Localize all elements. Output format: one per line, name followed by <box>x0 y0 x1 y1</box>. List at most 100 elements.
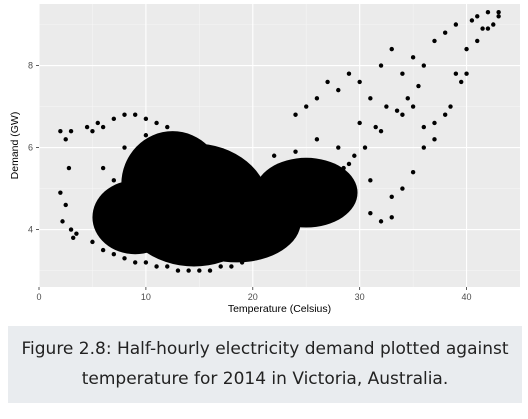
data-point <box>122 256 127 261</box>
figure-caption: Figure 2.8: Half-hourly electricity dema… <box>21 339 509 389</box>
data-point <box>485 26 491 31</box>
data-point <box>165 124 170 130</box>
data-point <box>90 128 95 134</box>
data-point <box>304 186 309 191</box>
data-point <box>475 38 480 44</box>
data-point <box>197 268 202 273</box>
y-axis-title: Demand (GW) <box>9 112 21 180</box>
data-point <box>100 247 106 253</box>
data-point <box>421 145 426 150</box>
data-point <box>496 10 501 15</box>
data-point <box>293 112 298 117</box>
data-point <box>165 264 170 269</box>
data-point <box>459 79 464 85</box>
data-point <box>410 169 416 175</box>
data-point <box>496 14 501 19</box>
data-point <box>154 264 159 269</box>
data-point <box>378 128 384 134</box>
data-point <box>405 96 410 101</box>
data-point <box>453 71 459 76</box>
data-point <box>362 145 368 150</box>
data-point <box>197 227 202 232</box>
data-point <box>400 71 405 76</box>
data-point <box>175 137 181 142</box>
data-point <box>389 46 394 52</box>
data-point <box>122 145 127 150</box>
data-point <box>111 251 117 257</box>
data-point <box>373 124 378 130</box>
data-point <box>432 38 437 44</box>
data-point <box>186 178 191 183</box>
data-point <box>352 153 357 158</box>
y-tick-label: 4 <box>28 225 33 235</box>
data-point <box>491 22 496 27</box>
data-point <box>63 202 68 208</box>
data-point <box>133 112 138 117</box>
data-point <box>197 165 202 171</box>
data-point <box>394 108 400 113</box>
data-point <box>442 112 448 117</box>
data-point <box>229 161 234 167</box>
data-point <box>63 137 68 142</box>
data-point <box>453 22 459 27</box>
data-point <box>197 202 202 208</box>
data-point <box>410 55 416 60</box>
point-cloud-4 <box>92 180 178 255</box>
data-point <box>389 215 394 220</box>
data-point <box>261 206 266 212</box>
data-point <box>90 239 95 245</box>
data-point <box>133 186 138 191</box>
data-point <box>250 178 255 183</box>
data-point <box>325 169 330 175</box>
data-point <box>71 235 76 240</box>
data-point <box>68 128 74 134</box>
data-point <box>68 227 74 232</box>
data-point <box>442 30 448 35</box>
data-point <box>84 124 90 130</box>
data-point <box>368 210 373 216</box>
data-point <box>480 26 485 31</box>
data-point <box>165 186 170 191</box>
y-tick-label: 6 <box>28 143 33 153</box>
data-point <box>143 116 149 122</box>
data-point <box>368 178 373 183</box>
data-point <box>229 264 234 269</box>
data-point <box>58 190 63 195</box>
x-tick-label: 0 <box>36 292 41 302</box>
data-point <box>384 104 389 109</box>
data-point <box>175 268 181 273</box>
data-point <box>282 215 288 220</box>
figure-caption-box: Figure 2.8: Half-hourly electricity dema… <box>8 326 522 403</box>
data-point <box>261 251 266 257</box>
data-point <box>378 219 384 224</box>
data-points <box>58 10 501 273</box>
data-point <box>469 18 475 23</box>
data-point <box>330 178 336 183</box>
data-point <box>207 145 213 150</box>
data-point <box>111 116 117 122</box>
y-axis-ticks: 4 6 8 <box>28 61 39 235</box>
data-point <box>421 63 426 68</box>
chart-svg: 0 10 20 30 40 4 6 8 Temperature (Celsius) Dema… <box>9 4 520 315</box>
y-tick-label: 8 <box>28 61 33 71</box>
data-point <box>58 128 63 134</box>
data-point <box>320 186 325 191</box>
data-point <box>357 79 362 85</box>
data-point <box>346 71 352 76</box>
data-point <box>271 247 277 253</box>
data-point <box>218 264 223 269</box>
data-point <box>122 112 127 117</box>
data-point <box>133 260 138 265</box>
data-point <box>293 149 298 154</box>
data-point <box>432 120 437 126</box>
data-point <box>475 14 480 19</box>
data-point <box>304 104 309 109</box>
data-point <box>239 227 245 232</box>
data-point <box>314 96 320 101</box>
data-point <box>154 120 159 126</box>
data-point <box>432 137 437 142</box>
data-point <box>66 165 72 171</box>
data-point <box>207 186 213 191</box>
data-point <box>336 145 341 150</box>
data-point <box>271 153 277 158</box>
